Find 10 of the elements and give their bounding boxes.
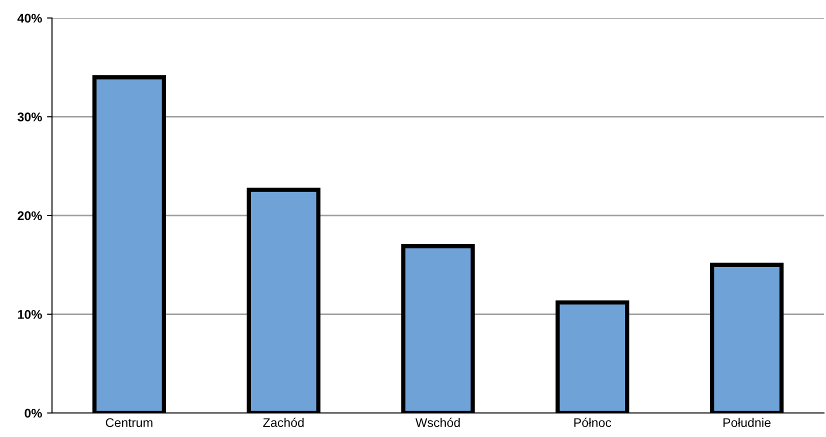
- y-tick-label: 20%: [18, 211, 42, 220]
- y-tick-label: 10%: [18, 310, 42, 319]
- x-tick-label: Wschód: [415, 418, 460, 428]
- x-tick-label: Południe: [724, 418, 771, 428]
- y-tick-label: 30%: [18, 112, 42, 122]
- y-tick-label: 0%: [24, 408, 42, 418]
- x-tick-label: Centrum: [106, 418, 152, 428]
- x-tick-label: Zachód: [263, 418, 304, 428]
- y-tick-label: 40%: [17, 14, 42, 23]
- x-tick-label: Północ: [574, 418, 612, 428]
